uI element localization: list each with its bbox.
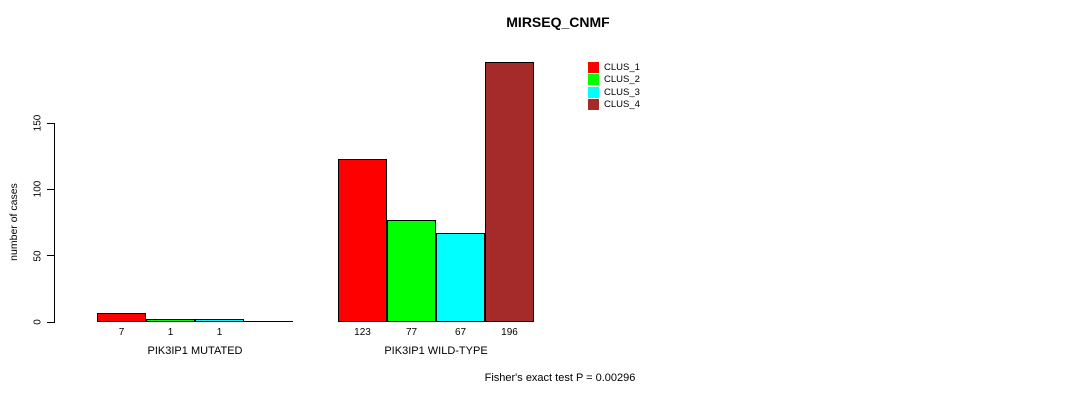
bar-clus_1 [338,159,387,322]
x-axis-group-label: PIK3IP1 MUTATED [147,345,243,357]
bar-clus_3 [195,319,244,322]
legend-item-clus_2: CLUS_2 [588,74,640,86]
bar-clus_2 [146,319,195,322]
chart-title: MIRSEQ_CNMF [506,14,610,30]
legend-item-clus_3: CLUS_3 [588,86,640,98]
bar-clus_1 [97,313,146,322]
legend-swatch-clus_1 [588,62,599,73]
y-axis-tick-label: 0 [32,319,44,325]
fisher-test-annotation: Fisher's exact test P = 0.00296 [484,372,636,384]
y-axis-tick [47,255,54,257]
y-axis-title: number of cases [8,183,20,261]
x-axis-group-label: PIK3IP1 WILD-TYPE [384,345,488,357]
bar-value-label: 196 [501,327,518,338]
y-axis-tick-label: 150 [32,114,44,132]
bar-clus_3 [436,233,485,322]
legend-swatch-clus_3 [588,86,599,98]
bar-value-label: 1 [216,327,223,338]
legend-item-clus_1: CLUS_1 [588,62,640,73]
y-axis-line [54,123,55,323]
legend-item-clus_4: CLUS_4 [588,98,640,110]
bar-clus_2 [387,220,436,322]
bar-value-label: 77 [405,327,418,338]
legend-label: CLUS_1 [604,62,640,73]
bar-value-label: 123 [354,327,371,338]
y-axis-tick-label: 50 [32,250,44,262]
bar-value-label: 1 [167,327,174,338]
y-axis-tick-label: 100 [32,181,44,198]
y-axis-tick [47,122,54,124]
legend-swatch-clus_2 [588,74,599,86]
y-axis-tick [47,321,54,323]
bar-value-label: 7 [118,327,125,338]
bar-clus_4 [485,62,534,322]
bar-value-label: 67 [454,327,467,338]
legend-swatch-clus_4 [588,98,599,110]
bar-clus_4 [244,321,293,322]
legend-label: CLUS_3 [604,86,640,98]
legend-label: CLUS_4 [604,98,640,110]
y-axis-tick [47,188,54,190]
legend-label: CLUS_2 [604,74,640,86]
